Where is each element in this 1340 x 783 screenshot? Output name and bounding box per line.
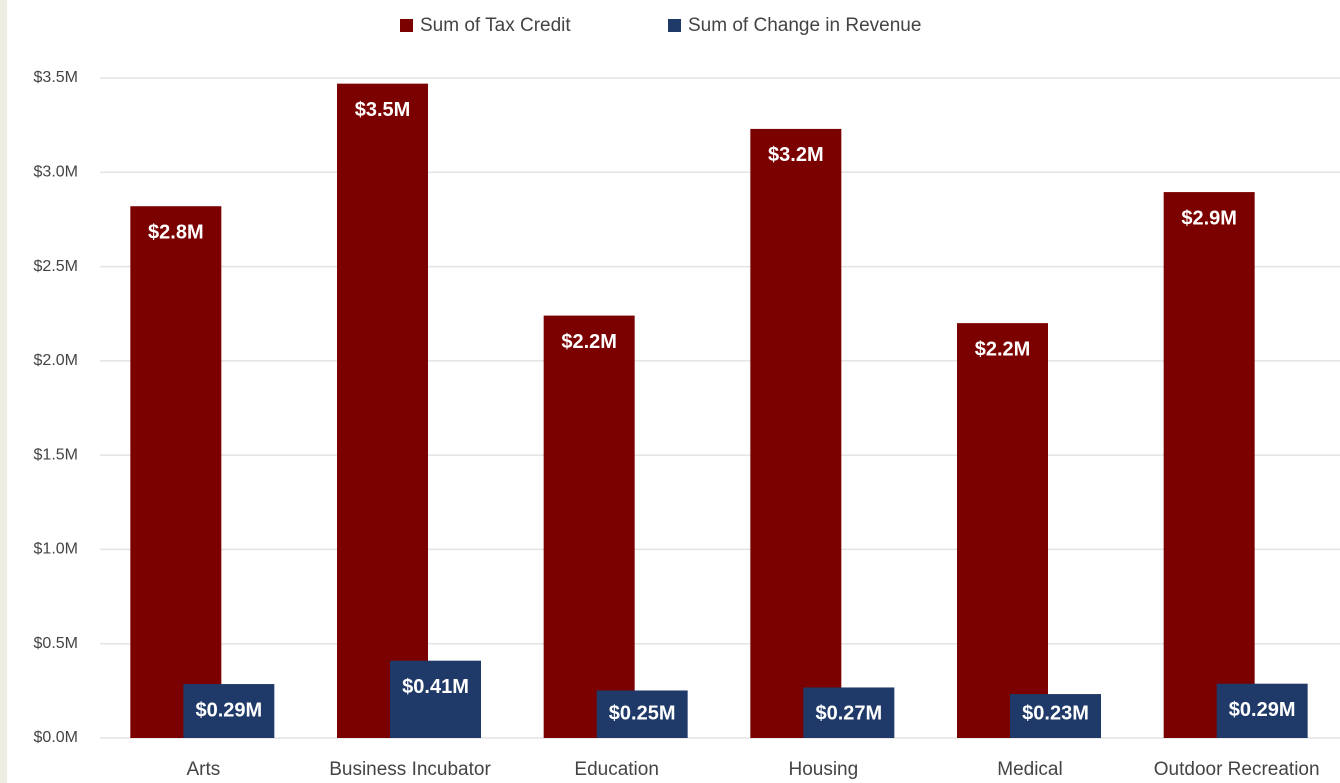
y-tick-label: $0.5M (34, 635, 78, 652)
left-edge (0, 0, 7, 783)
legend-label: Sum of Change in Revenue (688, 15, 921, 36)
data-label: $0.41M (402, 676, 469, 698)
bar (1010, 694, 1101, 738)
data-label: $3.5M (355, 99, 411, 121)
bar (543, 315, 635, 738)
x-tick-label: Housing (788, 759, 858, 780)
y-tick-label: $1.0M (34, 541, 78, 558)
legend-swatch (668, 19, 681, 32)
data-label: $0.29M (195, 699, 262, 721)
legend-label: Sum of Tax Credit (420, 15, 571, 36)
bar (803, 687, 895, 738)
bar (337, 83, 428, 738)
x-tick-label: Arts (186, 759, 220, 780)
data-label: $2.8M (148, 222, 204, 244)
data-label: $0.29M (1229, 699, 1296, 721)
y-tick-label: $2.5M (34, 258, 78, 275)
bar (1163, 192, 1255, 739)
x-tick-label: Business Incubator (329, 759, 491, 780)
bar (130, 206, 222, 738)
bar (596, 690, 688, 738)
x-tick-label: Outdoor Recreation (1154, 759, 1320, 780)
bar (390, 660, 481, 738)
y-tick-label: $0.0M (34, 729, 78, 746)
bar (1216, 683, 1308, 738)
data-label: $2.2M (561, 331, 617, 353)
data-label: $2.9M (1181, 207, 1237, 229)
y-tick-label: $1.5M (34, 446, 78, 463)
bar (183, 684, 275, 738)
data-label: $0.25M (609, 702, 676, 724)
data-label: $0.27M (815, 702, 882, 724)
x-tick-label: Education (574, 759, 659, 780)
data-label: $3.2M (768, 144, 824, 166)
x-tick-label: Medical (997, 759, 1062, 780)
bar (750, 128, 842, 738)
bar (957, 323, 1048, 738)
data-label: $0.23M (1022, 702, 1089, 724)
legend-swatch (400, 19, 413, 32)
y-tick-label: $3.0M (34, 164, 78, 181)
y-tick-label: $2.0M (34, 352, 78, 369)
data-label: $2.2M (975, 338, 1031, 360)
y-tick-label: $3.5M (34, 69, 78, 86)
